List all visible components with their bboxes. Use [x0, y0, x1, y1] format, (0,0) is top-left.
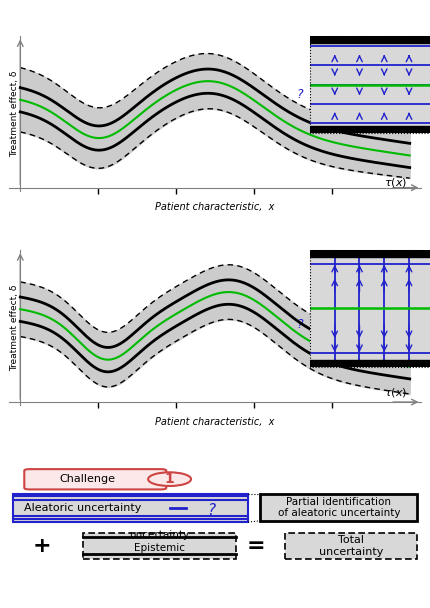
- FancyBboxPatch shape: [24, 469, 166, 489]
- Text: ?: ?: [296, 88, 303, 102]
- Bar: [285, 533, 417, 559]
- Text: 1: 1: [165, 472, 175, 486]
- Text: Total
uncertainty: Total uncertainty: [319, 535, 384, 556]
- Text: =: =: [247, 536, 266, 556]
- Circle shape: [148, 472, 191, 486]
- Text: uncertainty: uncertainty: [129, 530, 189, 539]
- Y-axis label: Treatment effect, δ: Treatment effect, δ: [10, 285, 19, 371]
- Bar: [83, 533, 236, 559]
- X-axis label: Patient characteristic,  x: Patient characteristic, x: [155, 416, 275, 427]
- Text: Aleatoric uncertainty: Aleatoric uncertainty: [24, 503, 141, 513]
- Y-axis label: Treatment effect, δ: Treatment effect, δ: [10, 71, 19, 157]
- Text: ?: ?: [296, 318, 303, 331]
- Text: ?: ?: [207, 503, 215, 519]
- Text: $\tau(x)$: $\tau(x)$: [384, 386, 408, 399]
- Text: Epistemic: Epistemic: [134, 543, 185, 553]
- X-axis label: Patient characteristic,  x: Patient characteristic, x: [155, 202, 275, 212]
- Bar: [13, 494, 248, 522]
- Bar: [261, 494, 417, 521]
- Text: $\tau(x)$: $\tau(x)$: [384, 176, 408, 189]
- Text: Partial identification
of aleatoric uncertainty: Partial identification of aleatoric unce…: [278, 497, 400, 519]
- Text: +: +: [32, 536, 51, 556]
- Text: Challenge: Challenge: [59, 474, 115, 484]
